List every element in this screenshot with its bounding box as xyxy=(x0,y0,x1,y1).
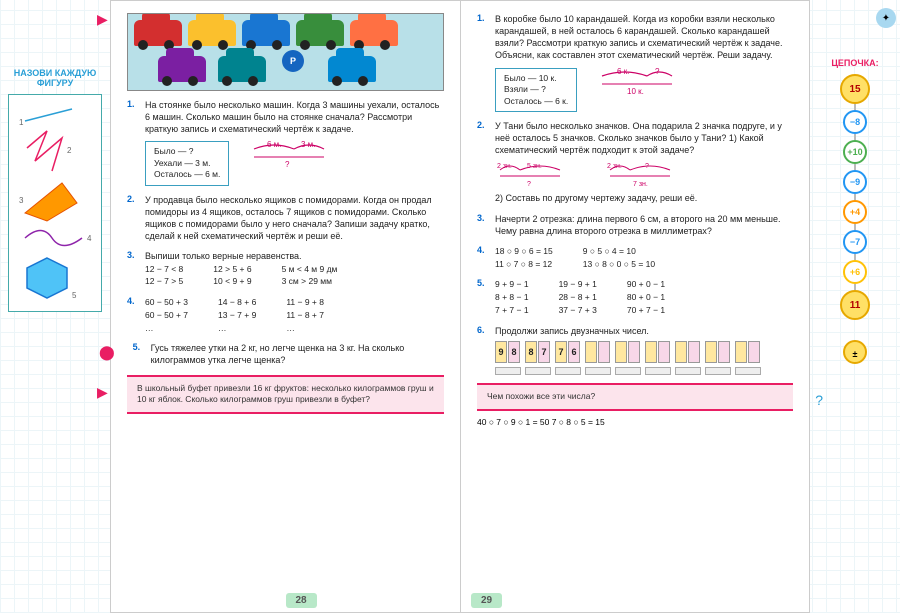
rtask1-box: Было — 10 к. Взяли — ? Осталось — 6 к. xyxy=(495,68,577,112)
chain-node: +6 xyxy=(843,260,867,284)
task5-text: Гусь тяжелее утки на 2 кг, но легче щенк… xyxy=(151,342,444,366)
left-sidebar: НАЗОВИ КАЖДУЮ ФИГУРУ 1 2 3 4 5 xyxy=(0,0,110,613)
svg-text:2 зн.: 2 зн. xyxy=(607,163,622,170)
task1-diagram: 6 м. 3 м. ? xyxy=(249,139,339,172)
page-number-28: 28 xyxy=(286,593,317,608)
svg-text:1: 1 xyxy=(19,118,24,127)
chain-node: 15 xyxy=(840,74,870,104)
digit-pair: 87 xyxy=(525,341,551,375)
svg-text:?: ? xyxy=(527,181,531,188)
digit-pair xyxy=(705,341,731,375)
task2-text: У продавца было несколько ящиков с помид… xyxy=(145,194,444,243)
svg-text:2 зн.: 2 зн. xyxy=(497,163,512,170)
r-task-3: 3. Начерти 2 отрезка: длина первого 6 см… xyxy=(477,213,793,237)
svg-text:?: ? xyxy=(285,160,290,169)
r-task-5: 5. 9 + 9 − 18 + 8 − 17 + 7 − 1 19 − 9 + … xyxy=(477,278,793,316)
digit-pair xyxy=(735,341,761,375)
chain-node: −7 xyxy=(843,230,867,254)
bottom-expr: 40 ○ 7 ○ 9 ○ 1 = 50 7 ○ 8 ○ 5 = 15 xyxy=(477,417,793,427)
svg-text:5: 5 xyxy=(72,291,77,300)
digit-pair xyxy=(675,341,701,375)
task-1: 1. На стоянке было несколько машин. Когд… xyxy=(127,99,444,186)
rtask1-text: В коробке было 10 карандашей. Когда из к… xyxy=(495,14,782,60)
page-28: ▶ P 1. На стоянке было несколько машин. … xyxy=(110,0,460,613)
svg-text:7 зн.: 7 зн. xyxy=(633,181,648,188)
task1-box: Было — ? Уехали — 3 м. Осталось — 6 м. xyxy=(145,141,229,185)
diag-2b: 2 зн.? 7 зн. xyxy=(605,160,685,188)
svg-text:5 зн.: 5 зн. xyxy=(527,163,542,170)
svg-text:10 к.: 10 к. xyxy=(627,87,644,96)
chain-title: ЦЕПОЧКА: xyxy=(818,58,892,68)
page-29: 1. В коробке было 10 карандашей. Когда и… xyxy=(460,0,810,613)
svg-text:2: 2 xyxy=(67,146,72,155)
star-icon: ✦ xyxy=(876,8,896,28)
task-3: 3. Выпиши только верные неравенства. 12 … xyxy=(127,250,444,288)
right-sidebar: ✦ ЦЕПОЧКА: 15 −8 +10 −9 +4 −7 +6 11 ± xyxy=(810,0,900,613)
chain-node: +4 xyxy=(843,200,867,224)
digit-strips: 988776 xyxy=(495,341,793,375)
r-task-4: 4. 18 ○ 9 ○ 6 = 1511 ○ 7 ○ 8 = 12 9 ○ 5 … xyxy=(477,245,793,271)
digit-pair xyxy=(585,341,611,375)
task1-text: На стоянке было несколько машин. Когда 3… xyxy=(145,100,439,134)
digit-pair: 98 xyxy=(495,341,521,375)
digit-pair: 76 xyxy=(555,341,581,375)
rtask1-diagram: 6 к. ? 10 к. xyxy=(597,66,687,99)
chain-node: −8 xyxy=(843,110,867,134)
diag-2a: 2 зн. 5 зн.? xyxy=(495,160,575,188)
page-number-29: 29 xyxy=(471,593,502,608)
svg-text:6 м.: 6 м. xyxy=(267,140,281,149)
r-task-6: 6. Продолжи запись двузначных чисел. 988… xyxy=(477,325,793,375)
chain-node: −9 xyxy=(843,170,867,194)
shapes-panel: 1 2 3 4 5 xyxy=(8,94,102,312)
pink-band-left: ▶ В школьный буфет привезли 16 кг фрукто… xyxy=(127,375,444,415)
digit-pair xyxy=(615,341,641,375)
svg-text:6 к.: 6 к. xyxy=(617,67,629,76)
svg-text:3: 3 xyxy=(19,196,24,205)
pink-band-right: Чем похожи все эти числа? ? xyxy=(477,383,793,411)
r-task-2: 2. У Тани было несколько значков. Она по… xyxy=(477,120,793,205)
task-5: ⬤ 5. Гусь тяжелее утки на 2 кг, но легче… xyxy=(127,342,444,366)
digit-pair xyxy=(645,341,671,375)
task-2: 2. У продавца было несколько ящиков с по… xyxy=(127,194,444,243)
svg-text:?: ? xyxy=(645,163,649,170)
chain-node: 11 xyxy=(840,290,870,320)
cars-illustration: P xyxy=(127,13,444,91)
alert-icon: ⬤ xyxy=(99,344,115,368)
arrow-icon: ▶ xyxy=(97,383,108,403)
chain-node: +10 xyxy=(843,140,867,164)
r-task-1: 1. В коробке было 10 карандашей. Когда и… xyxy=(477,13,793,112)
corner-icons: ✦ xyxy=(876,8,896,28)
task-4: 4. 60 − 50 + 360 − 50 + 7… 14 − 8 + 613 … xyxy=(127,296,444,334)
svg-text:3 м.: 3 м. xyxy=(301,140,315,149)
chain: 15 −8 +10 −9 +4 −7 +6 11 xyxy=(818,74,892,320)
arrow-icon: ▶ xyxy=(97,11,108,28)
sidebar-title: НАЗОВИ КАЖДУЮ ФИГУРУ xyxy=(8,68,102,88)
shapes-svg: 1 2 3 4 5 xyxy=(17,103,105,303)
svg-text:?: ? xyxy=(655,67,660,76)
pm-icon: ± xyxy=(843,340,867,364)
svg-text:4: 4 xyxy=(87,234,92,243)
